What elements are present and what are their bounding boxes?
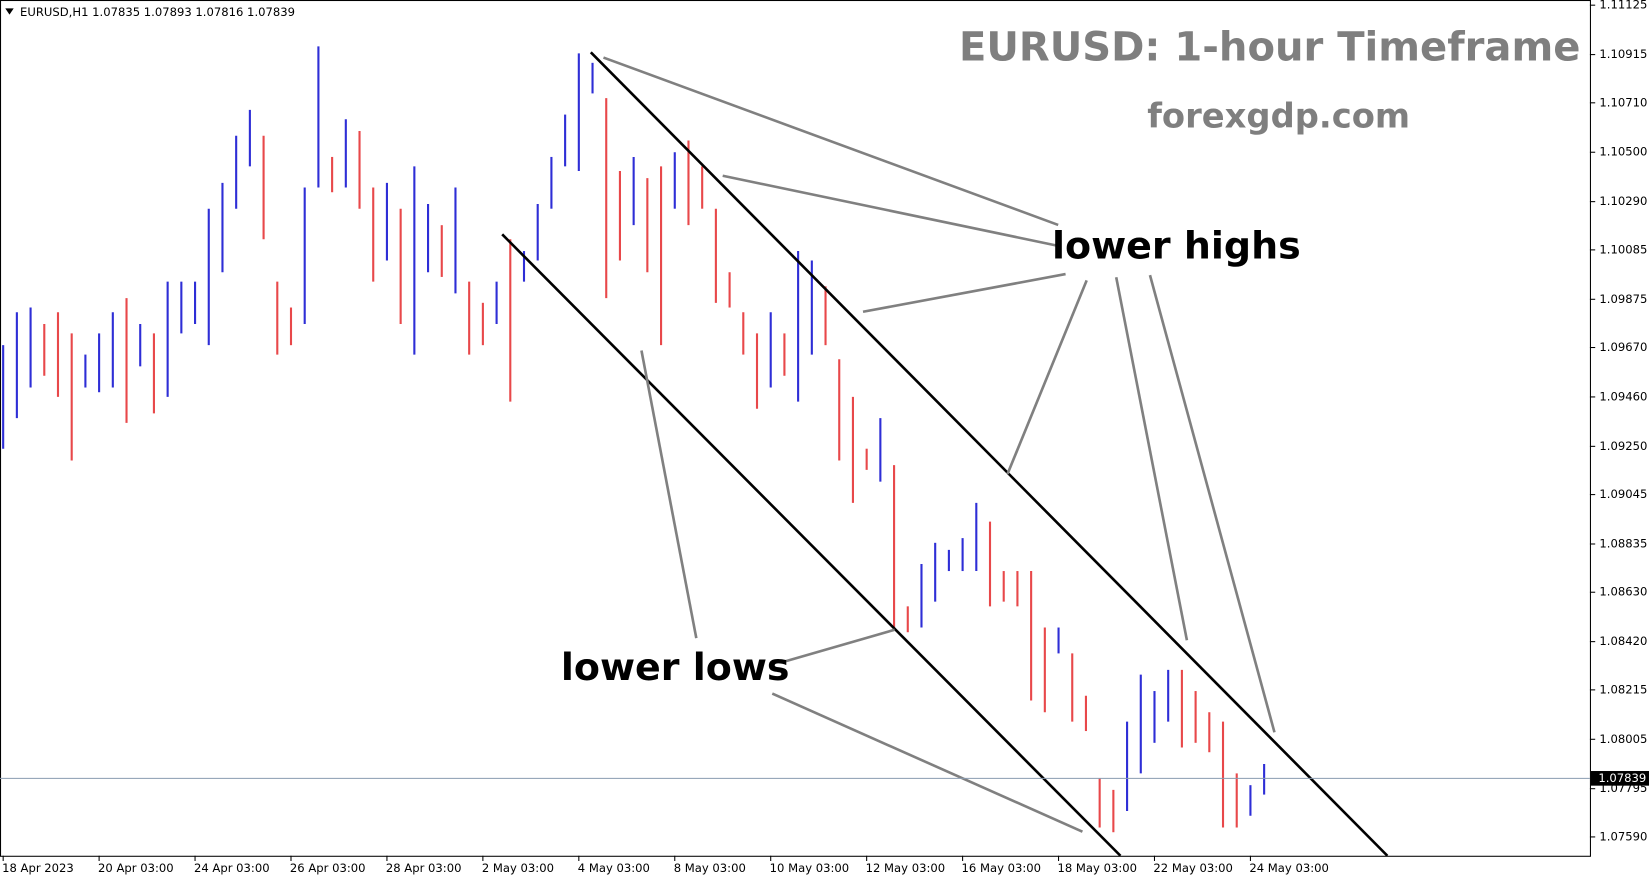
price-tag-label: 1.07839 bbox=[1598, 771, 1646, 785]
annotation: lower lows bbox=[561, 645, 790, 689]
pointer bbox=[603, 56, 1059, 227]
x-tick-label: 16 May 03:00 bbox=[962, 861, 1042, 875]
x-tick-label: 4 May 03:00 bbox=[578, 861, 650, 875]
x-tick-label: 18 May 03:00 bbox=[1057, 861, 1137, 875]
x-tick-label: 20 Apr 03:00 bbox=[98, 861, 174, 875]
symbol-header: EURUSD,H1 1.07835 1.07893 1.07816 1.0783… bbox=[20, 5, 295, 19]
pointer bbox=[640, 350, 698, 639]
y-tick-label: 1.09250 bbox=[1599, 439, 1647, 453]
y-tick-label: 1.10290 bbox=[1599, 194, 1647, 208]
pointers bbox=[603, 56, 1276, 833]
lower-trendline bbox=[501, 233, 1122, 857]
menu-icon[interactable] bbox=[5, 8, 14, 15]
y-tick-label: 1.09670 bbox=[1599, 340, 1647, 354]
x-tick-label: 24 May 03:00 bbox=[1249, 861, 1329, 875]
annotation: lower highs bbox=[1052, 224, 1301, 268]
y-tick-label: 1.10500 bbox=[1599, 145, 1647, 159]
x-tick-label: 8 May 03:00 bbox=[674, 861, 746, 875]
y-tick-label: 1.10915 bbox=[1599, 47, 1647, 61]
y-tick-label: 1.08420 bbox=[1599, 634, 1647, 648]
pointer bbox=[1114, 276, 1189, 641]
title: EURUSD: 1-hour Timeframe bbox=[959, 25, 1580, 71]
price-tag bbox=[1590, 771, 1649, 786]
y-tick-label: 1.09460 bbox=[1599, 389, 1647, 403]
y-tick-label: 1.08630 bbox=[1599, 585, 1647, 599]
x-tick-label: 18 Apr 2023 bbox=[2, 861, 74, 875]
pointer bbox=[771, 692, 1083, 833]
y-tick-label: 1.09875 bbox=[1599, 292, 1647, 306]
plot-frame bbox=[0, 0, 1591, 857]
pointer bbox=[785, 628, 896, 663]
pointer bbox=[862, 272, 1066, 314]
y-tick-label: 1.08835 bbox=[1599, 537, 1647, 551]
pointer bbox=[1148, 274, 1276, 733]
pointer bbox=[722, 174, 1059, 248]
x-tick-label: 22 May 03:00 bbox=[1153, 861, 1233, 875]
x-tick-label: 10 May 03:00 bbox=[770, 861, 850, 875]
x-tick-label: 26 Apr 03:00 bbox=[290, 861, 366, 875]
x-tick-label: 24 Apr 03:00 bbox=[194, 861, 270, 875]
x-tick-label: 28 Apr 03:00 bbox=[386, 861, 462, 875]
y-tick-label: 1.11125 bbox=[1599, 0, 1647, 12]
x-tick-label: 12 May 03:00 bbox=[866, 861, 946, 875]
y-tick-label: 1.09045 bbox=[1599, 487, 1647, 501]
x-tick-label: 2 May 03:00 bbox=[482, 861, 554, 875]
upper-trendline bbox=[589, 51, 1389, 857]
pointer bbox=[1006, 279, 1088, 475]
y-tick-label: 1.08215 bbox=[1599, 682, 1647, 696]
bars bbox=[2, 46, 1266, 833]
y-tick-label: 1.08005 bbox=[1599, 732, 1647, 746]
subtitle: forexgdp.com bbox=[1147, 97, 1410, 136]
y-tick-label: 1.07590 bbox=[1599, 829, 1647, 843]
y-tick-label: 1.10085 bbox=[1599, 242, 1647, 256]
y-tick-label: 1.10710 bbox=[1599, 95, 1647, 109]
